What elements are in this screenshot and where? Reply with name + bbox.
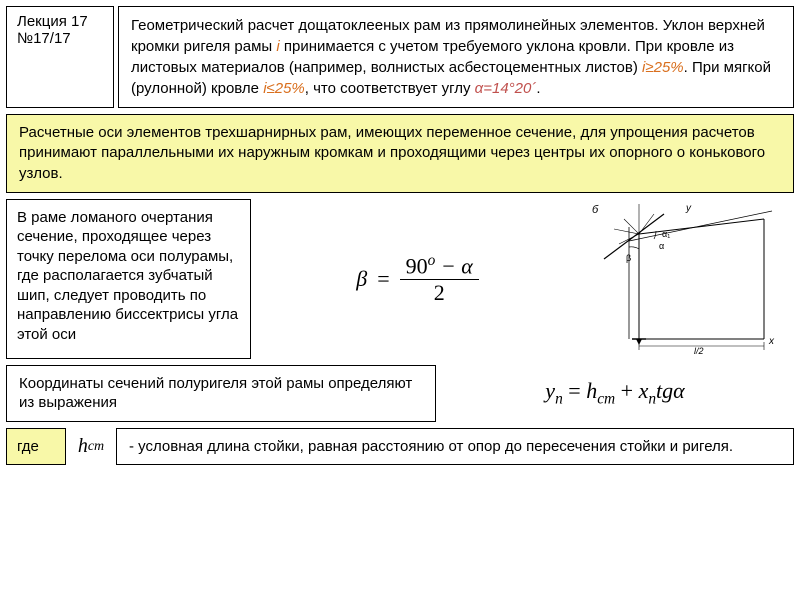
mid-text-content: В раме ломаного очертания сечение, прохо…: [17, 209, 238, 343]
alpha-value: α=14°20´: [475, 80, 537, 97]
coord-text-content: Координаты сечений полуригеля этой рамы …: [19, 375, 412, 412]
where-label: где: [6, 428, 66, 466]
yn-cm: ст: [597, 390, 615, 407]
beta-symbol: β: [356, 266, 367, 292]
beta-fraction: 90o − α 2: [400, 252, 479, 306]
yn-n2: n: [648, 390, 656, 407]
cond-ge: i≥25%: [642, 59, 684, 76]
yellow-text: Расчетные оси элементов трехшарнирных ра…: [19, 124, 765, 182]
lecture-line1: Лекция 17: [17, 13, 103, 30]
main-paragraph: Геометрический расчет дощатоклееных рам …: [118, 6, 794, 108]
diagram-alpha: α: [659, 241, 664, 251]
main-p4: , что соответствует углу: [305, 80, 475, 97]
hcm-description: - условная длина стойки, равная расстоян…: [116, 428, 794, 466]
beta-formula: β = 90o − α 2: [251, 199, 584, 359]
lecture-line2: №17/17: [17, 30, 103, 47]
hcm-sub: ст: [88, 439, 104, 455]
frame-diagram: б α₁ α β y x l/2: [584, 199, 794, 354]
yn-y: y: [545, 378, 555, 403]
beta-numerator: 90o − α: [400, 252, 479, 280]
coord-description: Координаты сечений полуригеля этой рамы …: [6, 365, 436, 422]
desc-text: - условная длина стойки, равная расстоян…: [129, 438, 733, 455]
hcm-symbol: hст: [66, 428, 116, 466]
where-text: где: [17, 438, 39, 455]
beta-eq: =: [377, 266, 389, 292]
yellow-note: Расчетные оси элементов трехшарнирных ра…: [6, 114, 794, 193]
hcm-h: h: [78, 435, 88, 458]
lecture-label: Лекция 17 №17/17: [6, 6, 114, 108]
diagram-beta: β: [626, 253, 631, 263]
diagram-l2: l/2: [694, 346, 704, 354]
mid-description: В раме ломаного очертания сечение, прохо…: [6, 199, 251, 359]
beta-denominator: 2: [428, 280, 451, 306]
diagram-y: y: [685, 203, 692, 214]
diagram-alpha1: α₁: [662, 229, 670, 239]
main-p5: .: [536, 80, 540, 97]
yn-sub: n: [555, 390, 563, 407]
yn-h: h: [586, 378, 597, 403]
yn-formula: yn = hст + xntgα: [436, 378, 794, 408]
diagram-label-b: б: [592, 204, 599, 216]
yn-plus: +: [615, 378, 638, 403]
yn-x: x: [639, 378, 649, 403]
yn-eq: =: [563, 378, 586, 403]
yn-tg: tgα: [656, 378, 685, 403]
diagram-x: x: [768, 336, 775, 347]
cond-le: i≤25%: [263, 80, 305, 97]
